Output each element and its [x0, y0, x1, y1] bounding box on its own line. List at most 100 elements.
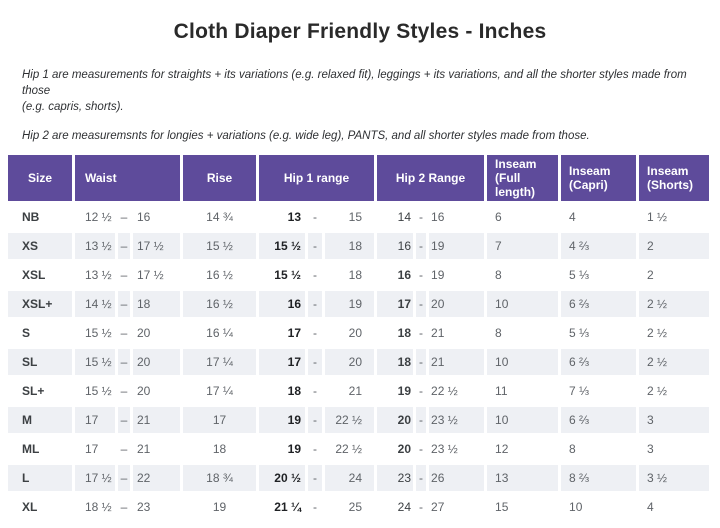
size-cell: L — [8, 465, 72, 491]
inseam-capri-cell: 4 — [569, 210, 576, 224]
size-cell: XSL — [22, 268, 46, 282]
waist-min-cell: 15 ½ — [75, 349, 115, 375]
waist-dash-cell: – — [120, 268, 128, 282]
inseam-capri-cell: 7 ⅓ — [569, 384, 590, 398]
hip1-max-cell: 20 — [325, 349, 375, 375]
waist-max-cell: 18 — [133, 291, 180, 317]
size-cell: SL+ — [22, 384, 45, 398]
column-header-rise: Rise — [183, 155, 256, 201]
hip2-dash-cell: - — [416, 233, 427, 259]
waist-min-cell: 12 ½ — [85, 210, 112, 224]
rise-cell: 16 ½ — [183, 291, 256, 317]
rise-cell: 19 — [212, 500, 227, 514]
hip2-dash-cell: - — [416, 407, 427, 433]
header-row: Size Waist Rise Hip 1 range Hip 2 Range Insea… — [8, 155, 710, 201]
column-header-inseam-capri: Inseam (Capri) — [561, 155, 637, 201]
hip1-dash-cell: - — [313, 210, 317, 224]
inseam-capri-cell: 5 ⅓ — [569, 268, 590, 282]
hip1-min-cell: 21 ¼ — [274, 500, 301, 514]
inseam-full-cell: 11 — [495, 384, 508, 398]
hip1-min-cell: 15 ½ — [274, 268, 301, 282]
hip1-min-cell: 17 — [259, 349, 305, 375]
hip1-dash-cell: - — [308, 407, 322, 433]
hip1-dash-cell: - — [313, 326, 317, 340]
hip1-dash-cell: - — [308, 349, 322, 375]
hip2-min-cell: 24 — [397, 500, 412, 514]
rise-cell: 17 ¼ — [183, 349, 256, 375]
column-header-inseam-shorts: Inseam (Shorts) — [639, 155, 710, 201]
hip1-max-cell: 15 — [348, 210, 363, 224]
hip2-max-cell: 19 — [429, 233, 485, 259]
hip1-min-cell: 18 — [287, 384, 301, 398]
rise-cell: 17 ¼ — [206, 384, 233, 398]
size-cell: XSL+ — [8, 291, 72, 317]
hip2-max-cell: 22 ½ — [431, 384, 458, 398]
hip2-dash-cell: - — [419, 210, 424, 224]
inseam-full-cell: 8 — [495, 326, 502, 340]
waist-min-cell: 13 ½ — [85, 268, 112, 282]
note-hip1: Hip 1 are measurements for straights + i… — [22, 67, 698, 115]
hip1-max-cell: 25 — [348, 500, 363, 514]
size-cell: NB — [22, 210, 40, 224]
rise-cell: 17 — [183, 407, 256, 433]
waist-max-cell: 16 — [137, 210, 151, 224]
hip1-min-cell: 17 — [287, 326, 301, 340]
hip2-dash-cell: - — [419, 442, 424, 456]
table-row: NB 12 ½ –16 14 ¾ 13-15 14-16 6 4 1 ½ — [8, 204, 709, 230]
hip2-max-cell: 21 — [431, 326, 445, 340]
hip1-dash-cell: - — [313, 442, 317, 456]
inseam-shorts-cell: 3 — [647, 442, 654, 456]
hip2-min-cell: 16 — [397, 268, 412, 282]
hip2-max-cell: 26 — [429, 465, 485, 491]
waist-min-cell: 13 ½ — [75, 233, 115, 259]
waist-max-cell: 23 — [137, 500, 151, 514]
waist-min-cell: 18 ½ — [85, 500, 112, 514]
hip2-max-cell: 23 ½ — [429, 407, 485, 433]
document-page: Cloth Diaper Friendly Styles - Inches Hi… — [0, 20, 720, 523]
table-row: ML 17–21 18 19-22 ½ 20-23 ½ 12 8 3 — [8, 436, 709, 462]
hip1-min-cell: 16 — [259, 291, 305, 317]
hip2-dash-cell: - — [419, 268, 424, 282]
waist-max-cell: 22 — [133, 465, 180, 491]
waist-max-cell: 17 ½ — [133, 233, 180, 259]
hip2-max-cell: 20 — [429, 291, 485, 317]
rise-cell: 18 — [212, 442, 227, 456]
inseam-full-cell: 15 — [495, 500, 509, 514]
hip2-min-cell: 17 — [377, 291, 414, 317]
hip1-max-cell: 24 — [325, 465, 375, 491]
hip2-dash-cell: - — [416, 291, 427, 317]
hip1-max-cell: 19 — [325, 291, 375, 317]
rise-cell: 16 ¼ — [206, 326, 233, 340]
size-cell: ML — [22, 442, 40, 456]
hip1-max-cell: 22 ½ — [325, 407, 375, 433]
hip2-max-cell: 19 — [431, 268, 445, 282]
waist-dash-cell: – — [120, 500, 128, 514]
inseam-capri-cell: 4 ⅔ — [561, 233, 637, 259]
hip1-min-cell: 15 ½ — [259, 233, 305, 259]
waist-dash-cell: – — [120, 384, 128, 398]
hip2-max-cell: 21 — [429, 349, 485, 375]
hip1-min-cell: 19 — [259, 407, 305, 433]
waist-max-cell: 21 — [137, 442, 151, 456]
column-header-hip-2-range: Hip 2 Range — [377, 155, 485, 201]
hip1-max-cell: 22 ½ — [335, 442, 363, 456]
rise-cell: 14 ¾ — [206, 210, 233, 224]
waist-max-cell: 21 — [133, 407, 180, 433]
inseam-shorts-cell: 3 ½ — [639, 465, 710, 491]
inseam-full-cell: 8 — [495, 268, 502, 282]
hip1-max-cell: 21 — [348, 384, 363, 398]
hip2-dash-cell: - — [416, 349, 427, 375]
rise-cell: 16 ½ — [206, 268, 233, 282]
inseam-full-cell: 7 — [487, 233, 559, 259]
note-hip2: Hip 2 are measuremsnts for longies + var… — [22, 130, 590, 142]
hip2-min-cell: 16 — [377, 233, 414, 259]
column-header-hip-1-range: Hip 1 range — [259, 155, 375, 201]
hip1-min-cell: 19 — [287, 442, 301, 456]
note-hip1-line1: Hip 1 are measurements for straights + i… — [22, 69, 687, 97]
